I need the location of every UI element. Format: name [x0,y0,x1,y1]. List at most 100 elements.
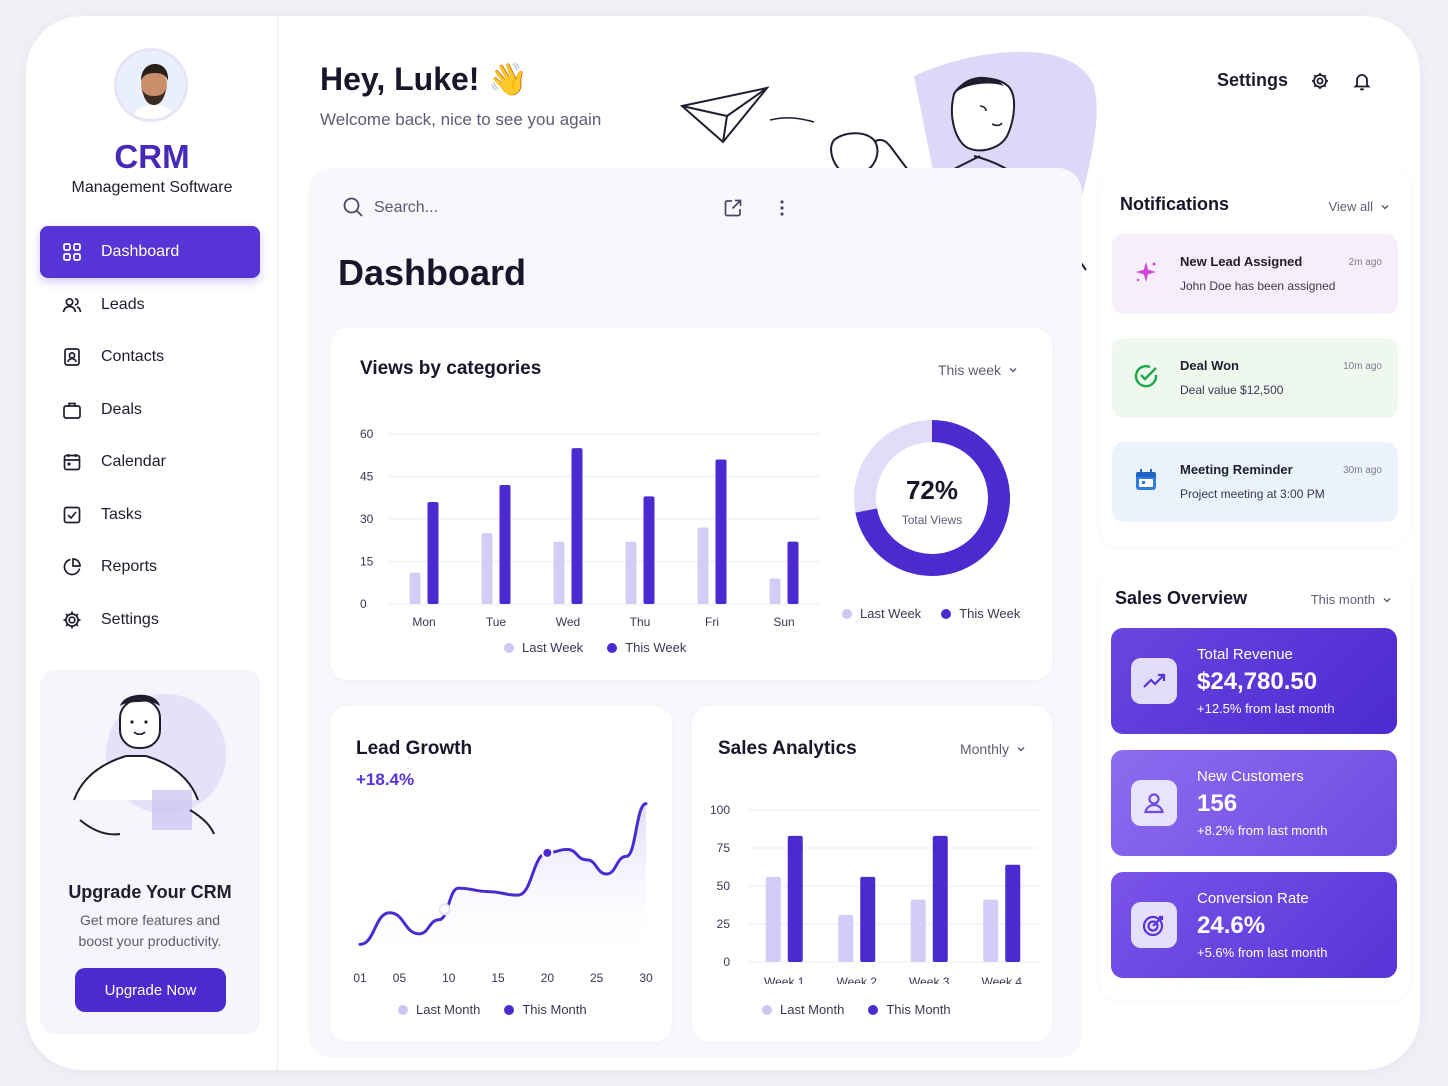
settings-link[interactable]: Settings [1216,70,1288,90]
calendar-icon [1136,469,1156,490]
bell-icon[interactable] [1352,71,1372,91]
period-dropdown-label: Monthly [959,741,1009,757]
y-tick-label: 0 [723,955,730,969]
x-tick-label: Week 2 [837,975,878,984]
y-tick-label: 50 [717,879,731,893]
bar-this [787,835,803,962]
lead-point [438,903,451,916]
sidebar-item-settings[interactable]: Settings [40,594,260,646]
x-tick-label: Week 4 [982,975,1023,984]
notifications-panel: Notifications View all New Lead Assigned… [1100,168,1410,546]
sales-legend: Last Month This Month [762,1002,951,1017]
avatar[interactable] [114,48,188,122]
growth-value: +18.4% [356,770,415,789]
gear-icon [63,611,81,628]
view-all-link[interactable]: View all [1328,199,1390,214]
chevron-down-icon [1017,746,1025,752]
chevron-down-icon [1381,204,1389,210]
bar-this [860,876,876,962]
bar-last [697,527,709,604]
search-input[interactable] [374,196,674,220]
grid-icon [63,243,81,261]
sidebar-item-label: Calendar [101,453,166,470]
sidebar-item-reports[interactable]: Reports [40,541,260,593]
x-tick-label: Week 1 [764,975,805,984]
sidebar-item-label: Contacts [101,348,165,365]
bar-last [625,541,637,604]
legend-item: Last Week [842,606,921,621]
y-tick-label: 45 [360,470,374,484]
notification-item[interactable]: Deal Won Deal value $12,500 10m ago [1112,338,1398,418]
x-tick-label: 30 [639,971,653,985]
notification-title: Meeting Reminder [1180,462,1293,477]
y-tick-label: 100 [710,803,730,817]
legend-item: Last Week [504,640,583,655]
x-tick-label: Week 3 [909,975,950,984]
bar-last [765,876,781,962]
donut-value: 72% [905,475,959,505]
view-all-label: View all [1328,199,1373,214]
card-title: Views by categories [360,358,542,379]
upgrade-now-button[interactable]: Upgrade Now [75,968,226,1012]
period-dropdown[interactable]: This week [938,362,1018,378]
more-vertical-icon[interactable] [772,198,792,218]
stat-change: +8.2% from last month [1197,823,1328,838]
brand-title: CRM [114,138,190,175]
sidebar-item-deals[interactable]: Deals [40,384,260,436]
notification-item[interactable]: Meeting Reminder Project meeting at 3:00… [1112,442,1398,522]
stat-label: Conversion Rate [1197,890,1309,907]
calendar-icon [63,454,81,471]
upgrade-text: Get more features and boost your product… [78,912,222,949]
period-dropdown[interactable]: Monthly [960,741,1026,757]
bar-this [787,541,799,604]
greeting-subtitle: Welcome back, nice to see you again [320,110,602,129]
chevron-down-icon [1383,597,1391,603]
views-donut-chart [854,420,1010,576]
stat-value: 24.6% [1197,912,1266,939]
sales-overview-panel: Sales Overview This month Total Revenue … [1100,564,1410,1000]
stat-card-conversion-rate[interactable]: Conversion Rate 24.6% +5.6% from last mo… [1111,872,1397,978]
sparkle-icon [1136,262,1156,282]
period-dropdown[interactable]: This month [1311,592,1392,607]
sidebar-item-label: Leads [101,295,145,313]
legend-item: This Week [941,606,1020,621]
notification-text: John Doe has been assigned [1180,279,1336,293]
x-tick-label: Thu [630,615,651,629]
y-tick-label: 75 [717,841,731,855]
notifications-title: Notifications [1120,194,1230,214]
legend-item: This Week [607,640,686,655]
lead-point [541,846,554,859]
gear-icon[interactable] [1310,71,1330,91]
bar-last [838,914,854,962]
notification-item[interactable]: New Lead Assigned John Doe has been assi… [1112,234,1398,314]
users-icon [62,297,82,312]
target-icon [1142,915,1164,937]
period-dropdown-label: This month [1310,592,1375,607]
sidebar-item-label: Settings [101,610,159,628]
notification-time: 2m ago [1348,257,1382,268]
sidebar-item-leads[interactable]: Leads [40,279,260,331]
sidebar-item-label: Reports [101,558,158,575]
lead-growth-card: Lead Growth +18.4% 01 05 10 15 20 25 30 Last M… [330,706,672,1042]
bar-this [643,496,655,604]
sidebar-item-dashboard[interactable]: Dashboard [40,226,260,278]
sidebar-item-label: Tasks [101,505,142,523]
notification-title: New Lead Assigned [1180,254,1303,269]
views-by-categories-card: Views by categories This week 0 15 30 45 60 M… [330,328,1052,680]
sales-overview-title: Sales Overview [1115,588,1248,608]
sidebar-item-tasks[interactable]: Tasks [40,489,260,541]
greeting: Hey, Luke! 👋 [320,61,529,97]
stat-card-new-customers[interactable]: New Customers 156 +8.2% from last month [1111,750,1397,856]
bar-this [932,835,948,962]
sidebar-item-calendar[interactable]: Calendar [40,436,260,488]
x-tick-label: 01 [353,971,367,985]
stat-change: +12.5% from last month [1197,701,1335,716]
app-window: CRM Management Software Dashboard Leads … [26,16,1420,1070]
legend-item: This Month [504,1002,587,1017]
external-link-icon[interactable] [723,198,743,218]
x-tick-label: Wed [556,615,580,629]
bar-last [983,899,999,962]
stat-card-total-revenue[interactable]: Total Revenue $24,780.50 +12.5% from las… [1111,628,1397,734]
sidebar-item-contacts[interactable]: Contacts [40,331,260,383]
x-tick-label: 15 [491,971,505,985]
